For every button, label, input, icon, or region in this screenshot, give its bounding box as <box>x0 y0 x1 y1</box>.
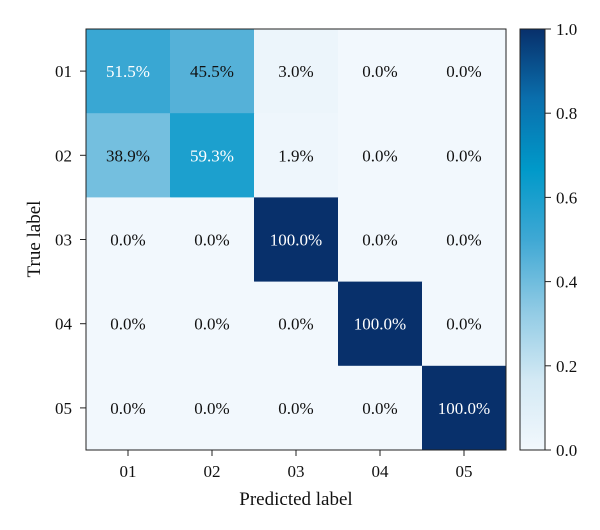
heatmap-cell <box>254 197 339 283</box>
cell-value-label: 0.0% <box>446 231 481 250</box>
heatmap-cell <box>338 365 423 451</box>
cell-value-label: 0.0% <box>446 315 481 334</box>
cell-value-label: 59.3% <box>190 146 234 165</box>
heatmap-cell <box>86 365 171 451</box>
cell-value-label: 100.0% <box>270 231 322 250</box>
heatmap-cell <box>422 365 507 451</box>
heatmap-cell <box>170 281 255 367</box>
cell-value-label: 1.9% <box>278 146 313 165</box>
y-tick-label: 01 <box>55 62 72 81</box>
colorbar-tick-label: 0.0 <box>556 441 577 460</box>
heatmap-cells: 51.5% 45.5% 3.0% 0.0% 0.0% 38.9% 59.3% 1.9% 0.0%… <box>86 29 507 451</box>
y-tick-label: 04 <box>55 315 73 334</box>
cell-value-label: 0.0% <box>362 146 397 165</box>
cell-value-label: 0.0% <box>362 62 397 81</box>
cell-value-label: 0.0% <box>278 315 313 334</box>
heatmap-cell <box>254 113 339 198</box>
heatmap-cell <box>338 29 423 114</box>
y-tick-label: 05 <box>55 399 72 418</box>
cell-value-label: 0.0% <box>362 231 397 250</box>
x-tick-label: 03 <box>288 462 305 481</box>
cell-value-label: 0.0% <box>194 399 229 418</box>
colorbar-gradient <box>519 28 546 451</box>
heatmap-cell <box>170 197 255 283</box>
heatmap-cell <box>170 29 255 114</box>
heatmap-cell <box>254 281 339 367</box>
cell-value-label: 0.0% <box>110 315 145 334</box>
cell-value-label: 45.5% <box>190 62 234 81</box>
heatmap-cell <box>86 113 171 198</box>
cell-value-label: 0.0% <box>194 315 229 334</box>
cell-value-label: 51.5% <box>106 62 150 81</box>
heatmap-cell <box>86 281 171 367</box>
cell-value-label: 0.0% <box>110 399 145 418</box>
colorbar: 0.0 0.2 0.4 0.6 0.8 1.0 <box>519 20 578 460</box>
x-axis-title: Predicted label <box>239 489 352 510</box>
heatmap-cell <box>422 281 507 367</box>
colorbar-tick-label: 0.8 <box>556 104 577 123</box>
heatmap-cell <box>338 113 423 198</box>
x-tick-label: 01 <box>120 462 137 481</box>
heatmap-cell <box>254 29 339 114</box>
heatmap-cell <box>86 29 171 114</box>
colorbar-tick-label: 0.4 <box>556 273 578 292</box>
cell-value-label: 0.0% <box>446 62 481 81</box>
heatmap-cell <box>254 365 339 451</box>
cell-value-label: 0.0% <box>194 231 229 250</box>
heatmap-cell <box>170 365 255 451</box>
heatmap-cell <box>422 197 507 283</box>
heatmap-cell <box>338 281 423 367</box>
heatmap-cell <box>422 113 507 198</box>
heatmap-cell <box>86 197 171 283</box>
y-tick-label: 03 <box>55 231 72 250</box>
cell-value-label: 0.0% <box>278 399 313 418</box>
heatmap-cell <box>338 197 423 283</box>
cell-value-label: 100.0% <box>354 315 406 334</box>
heatmap-cell <box>170 113 255 198</box>
cell-value-label: 100.0% <box>438 399 490 418</box>
cell-value-label: 0.0% <box>110 231 145 250</box>
colorbar-tick-label: 1.0 <box>556 20 577 39</box>
cell-value-label: 38.9% <box>106 146 150 165</box>
colorbar-tick-label: 0.6 <box>556 188 577 207</box>
y-tick-label: 02 <box>55 146 72 165</box>
y-axis-title: True label <box>24 201 45 278</box>
x-tick-label: 02 <box>204 462 221 481</box>
axis-ticks: 01 02 03 04 05 01 02 03 04 05 <box>55 62 473 481</box>
cell-value-label: 3.0% <box>278 62 313 81</box>
colorbar-tick-label: 0.2 <box>556 357 577 376</box>
cell-value-label: 0.0% <box>446 146 481 165</box>
x-tick-label: 05 <box>456 462 473 481</box>
heatmap-cell <box>422 29 507 114</box>
cell-value-label: 0.0% <box>362 399 397 418</box>
x-tick-label: 04 <box>372 462 390 481</box>
